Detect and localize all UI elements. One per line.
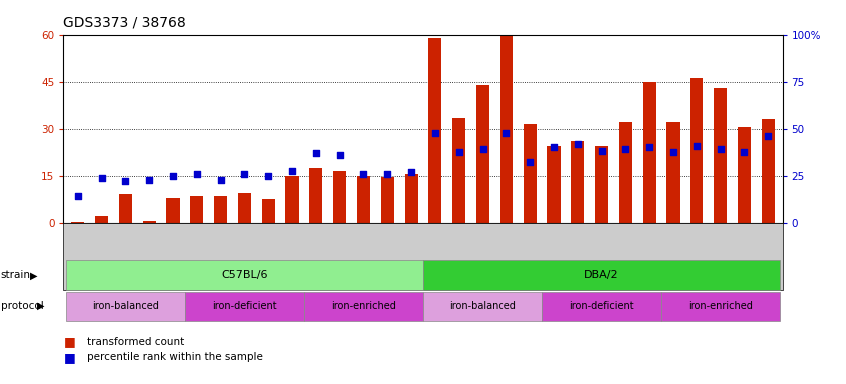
Text: iron-deficient: iron-deficient xyxy=(212,301,277,311)
Bar xyxy=(595,146,608,223)
Bar xyxy=(690,78,703,223)
Text: iron-deficient: iron-deficient xyxy=(569,301,634,311)
Bar xyxy=(357,176,370,223)
Point xyxy=(166,173,179,179)
Point xyxy=(381,171,394,177)
Text: GDS3373 / 38768: GDS3373 / 38768 xyxy=(63,15,186,29)
Point xyxy=(618,146,632,152)
Text: ■: ■ xyxy=(63,351,75,364)
Point xyxy=(214,177,228,184)
Point xyxy=(357,171,371,177)
Bar xyxy=(333,171,346,223)
Point xyxy=(190,171,204,177)
Bar xyxy=(738,127,751,223)
Text: percentile rank within the sample: percentile rank within the sample xyxy=(87,352,263,362)
Bar xyxy=(618,122,632,223)
Point xyxy=(738,149,751,155)
Point xyxy=(332,152,346,158)
Point xyxy=(95,174,108,180)
Bar xyxy=(667,122,679,223)
Text: iron-enriched: iron-enriched xyxy=(688,301,753,311)
Text: ▶: ▶ xyxy=(37,301,45,311)
Bar xyxy=(452,118,465,223)
Text: protocol: protocol xyxy=(1,301,44,311)
Bar xyxy=(500,35,513,223)
Point xyxy=(500,130,514,136)
Bar xyxy=(310,168,322,223)
Bar xyxy=(190,196,203,223)
Bar xyxy=(143,221,156,223)
Bar xyxy=(714,88,728,223)
Text: DBA/2: DBA/2 xyxy=(585,270,619,280)
Bar xyxy=(95,217,108,223)
Point xyxy=(285,168,299,174)
Bar xyxy=(524,124,536,223)
Bar xyxy=(167,198,179,223)
Point xyxy=(238,171,251,177)
Bar xyxy=(381,177,394,223)
Point xyxy=(667,149,680,155)
Bar xyxy=(238,193,251,223)
Point xyxy=(642,144,656,151)
Point xyxy=(261,173,275,179)
Bar xyxy=(571,141,585,223)
Point xyxy=(428,130,442,136)
Point xyxy=(547,144,561,151)
Bar xyxy=(214,196,228,223)
Bar xyxy=(643,82,656,223)
Bar xyxy=(261,199,275,223)
Bar xyxy=(71,222,85,223)
Text: iron-enriched: iron-enriched xyxy=(331,301,396,311)
Point xyxy=(524,159,537,165)
Point xyxy=(118,178,132,184)
Point xyxy=(142,177,156,184)
Text: C57BL/6: C57BL/6 xyxy=(221,270,267,280)
Bar xyxy=(428,38,442,223)
Point xyxy=(714,146,728,152)
Point xyxy=(475,146,489,152)
Text: ■: ■ xyxy=(63,335,75,348)
Bar xyxy=(285,176,299,223)
Text: strain: strain xyxy=(1,270,30,280)
Text: ▶: ▶ xyxy=(30,270,38,280)
Point xyxy=(309,150,322,156)
Bar xyxy=(547,146,561,223)
Text: iron-balanced: iron-balanced xyxy=(92,301,159,311)
Point xyxy=(452,149,465,155)
Bar xyxy=(118,195,132,223)
Text: transformed count: transformed count xyxy=(87,337,184,347)
Point xyxy=(71,193,85,199)
Bar xyxy=(761,119,775,223)
Point xyxy=(571,141,585,147)
Bar xyxy=(404,174,418,223)
Point xyxy=(761,133,775,139)
Point xyxy=(690,142,704,149)
Point xyxy=(404,169,418,175)
Point xyxy=(595,148,608,154)
Bar xyxy=(476,85,489,223)
Text: iron-balanced: iron-balanced xyxy=(449,301,516,311)
